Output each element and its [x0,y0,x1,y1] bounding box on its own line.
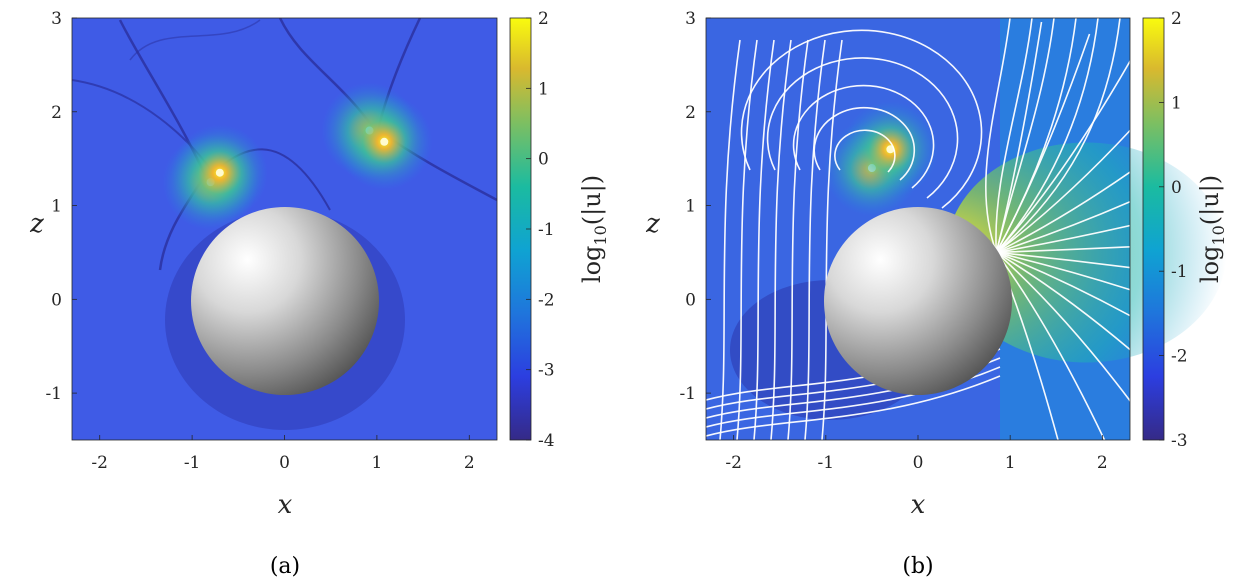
panel-b-sphere [824,207,1012,395]
streamline [995,251,1130,403]
panel-b-colorbar-label-arg: (|u|) [1196,175,1225,225]
panel-a-cbtick-label: 0 [538,150,549,170]
streamline [995,171,1130,254]
streamline [770,39,792,440]
streamline [706,375,1001,437]
panel-a-sphere [191,207,379,395]
panel-a-ytick-label: 3 [51,9,62,29]
panel-a-cbtick-label: 2 [538,9,549,29]
panel-a-xtick-label: 1 [371,453,382,473]
streamline [995,18,1121,254]
panel-b-cbtick-label: -2 [1171,347,1188,367]
panel-a-colorbar-ticks: 2 1 0 -1 -2 -3 -4 [526,9,555,451]
panel-b-ytick-label: 1 [685,197,696,217]
streamline [995,129,1130,254]
panel-a-colorbar-label-main: log [578,246,606,284]
panel-b-colorbar-label-sub: 10 [1209,225,1228,245]
panel-a-colorbar-label: log10(|u|) [578,175,610,283]
panel-a-hotspots [162,82,433,231]
streamline [985,18,1011,253]
panel-a-xtick-label: -2 [91,453,108,473]
panel-a-hotspot [380,137,389,146]
panel-b-ytick-label: -1 [679,384,696,404]
panel-b-xtick-label: 1 [1005,453,1016,473]
panel-a-cbtick-label: -4 [538,431,555,451]
panel-b-colorbar-label-main: log [1196,246,1224,284]
streamline [813,106,916,181]
streamline [996,224,1130,254]
streamline [792,84,935,189]
panel-a-ylabel: z [29,209,44,239]
streamline [995,251,1106,440]
panel-a-xlabel: x [278,490,293,520]
streamline [995,251,1130,351]
streamline [996,251,1130,291]
panel-b-cbtick-label: 1 [1171,93,1182,113]
panel-a-xtick-label: 2 [464,453,475,473]
panel-b-ytick-label: 2 [685,103,696,123]
panel-a-ticks: -2 -1 0 1 2 -1 0 1 2 3 [45,9,474,473]
panel-b-xlabel: x [911,490,926,520]
panel-a-xtick-label: -1 [184,453,201,473]
streamline [995,18,1055,253]
panel-b-xtick-label: 2 [1097,453,1108,473]
panel-b-xtick-label: 0 [913,453,924,473]
streamline [804,39,826,440]
panel-b-colorbar [1142,17,1165,441]
streamline [834,129,896,173]
panel-a-cbtick-label: 1 [538,79,549,99]
panel-b-cbtick-label: 2 [1171,9,1182,29]
panel-b-cbtick-label: -3 [1171,431,1188,451]
panel-a-ytick-label: -1 [45,384,62,404]
streamline [996,251,1130,269]
streamline [995,18,1033,253]
panel-a-cbtick-label: -1 [538,220,555,240]
panel-b-ytick-label: 0 [685,290,696,310]
streamline [740,29,983,209]
panel-b-colorbar-label: log10(|u|) [1196,175,1228,283]
panel-a-caption: (a) [270,554,300,579]
panel-a-colorbar-label-sub: 10 [591,225,610,245]
panel-b-caption: (b) [902,554,933,579]
streamline [995,18,1099,253]
streamline [996,246,1130,254]
panel-a-colorbar-label-arg: (|u|) [578,175,607,225]
panel-b-ticks: -2 -1 0 1 2 -1 0 1 2 3 [679,9,1107,473]
panel-a-hotspot [215,168,224,177]
panel-b-hotspot [886,145,895,154]
panel-b-cbtick-label: 0 [1171,178,1182,198]
streamline [995,59,1130,253]
panel-a-xtick-label: 0 [279,453,290,473]
panel-b-xtick-label: -2 [725,453,742,473]
panel-a-cbtick-label: -3 [538,361,555,381]
panel-a-ytick-label: 0 [51,290,62,310]
panel-b-xtick-label: -1 [818,453,835,473]
panel-a-ytick-label: 1 [51,197,62,217]
streamline [766,57,959,199]
panel-b-cbtick-label: -1 [1171,262,1188,282]
streamline [753,39,775,440]
panel-b-colorbar-ticks: 2 1 0 -1 -2 -3 [1159,9,1188,451]
streamline [821,39,843,440]
streamline [736,39,758,440]
panel-a-ytick-label: 2 [51,103,62,123]
panel-b-ytick-label: 3 [685,9,696,29]
panel-b-ylabel: z [645,209,660,239]
streamline [996,251,1130,317]
streamline [995,18,1077,253]
streamline [996,200,1130,254]
panel-a-cbtick-label: -2 [538,290,555,310]
